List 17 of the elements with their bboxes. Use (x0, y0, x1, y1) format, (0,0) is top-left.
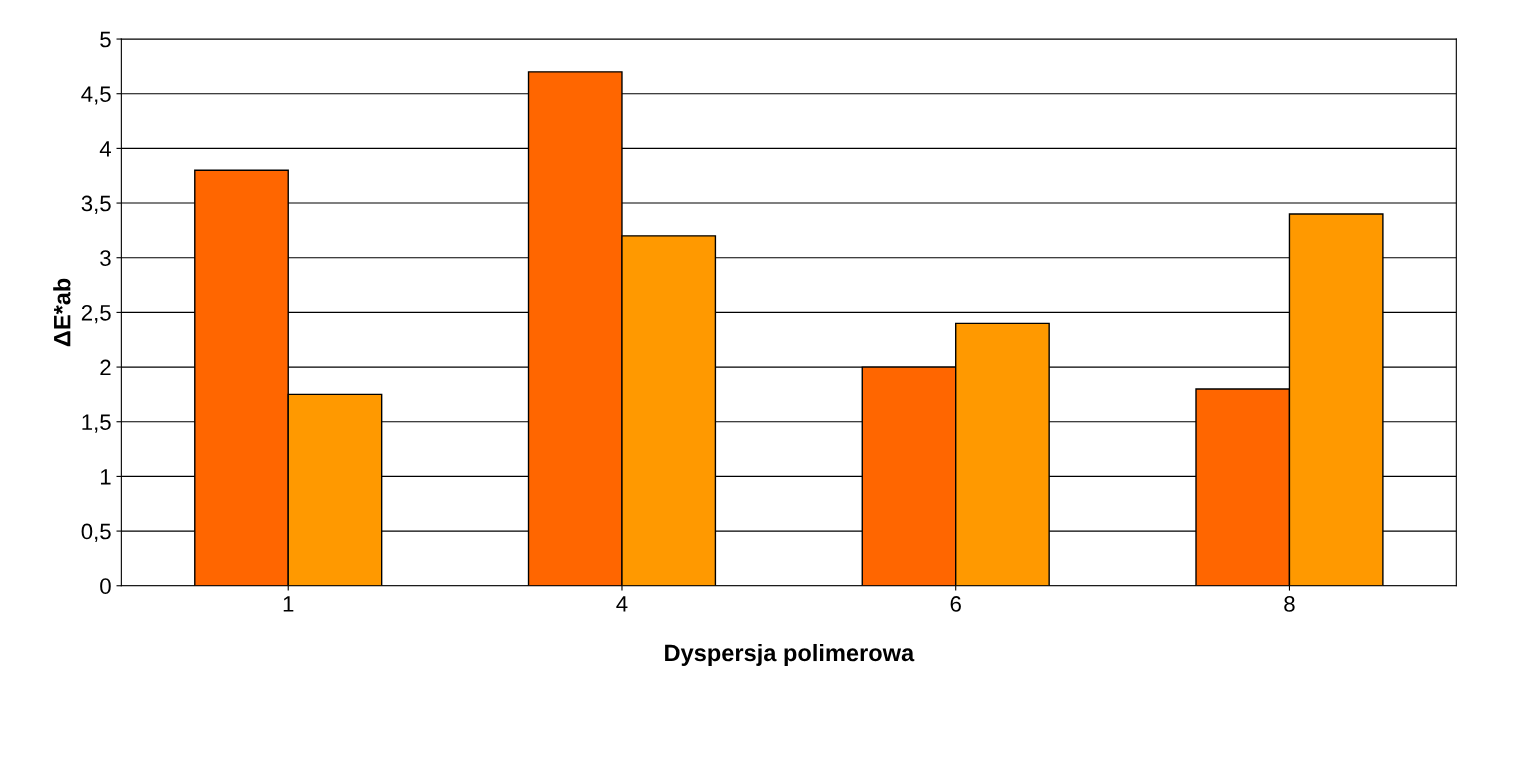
x-axis-title: Dyspersja polimerowa (665, 643, 915, 666)
y-tick-label: 0 (100, 578, 111, 595)
y-tick-label: 5 (100, 31, 111, 48)
y-tick-label: 2,5 (81, 304, 111, 324)
x-tick-label: 1 (283, 596, 294, 612)
x-tick-label: 4 (616, 596, 628, 612)
y-axis-title: ΔE*ab (53, 278, 71, 347)
y-tick-label: 3 (100, 250, 111, 266)
x-tick-label: 8 (1284, 596, 1295, 612)
y-tick-label: 4,5 (81, 86, 111, 105)
y-tick-label: 3,5 (81, 195, 111, 214)
x-tick-label: 6 (950, 596, 961, 612)
y-tick-label: 1 (100, 469, 111, 485)
y-tick-label: 4 (99, 141, 111, 157)
y-tick-label: 2 (100, 359, 111, 376)
y-tick-label: 1,5 (82, 414, 111, 433)
y-tick-label: 0,5 (81, 523, 111, 542)
